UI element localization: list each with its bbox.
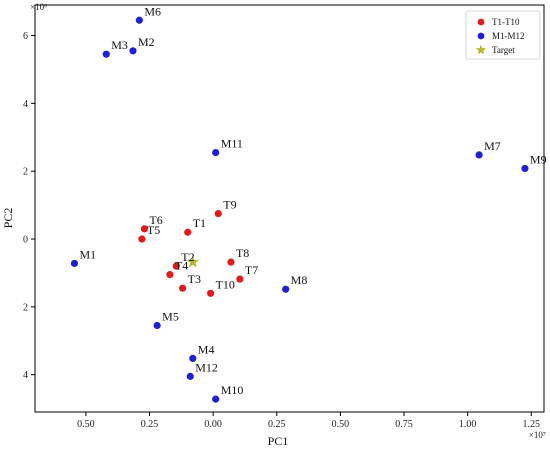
legend-marker	[477, 32, 485, 40]
data-point-m6	[135, 16, 143, 24]
data-point-t3	[179, 284, 187, 292]
data-point-m11	[212, 148, 220, 157]
x-tick-label: 1.25	[523, 419, 541, 430]
y-axis-title: PC2	[1, 208, 15, 229]
data-point-m7	[475, 151, 483, 159]
y-tick-label: 4	[23, 370, 28, 381]
data-points	[70, 16, 529, 403]
data-point-m12	[186, 372, 194, 380]
x-tick-label: 0.25	[268, 419, 286, 430]
axis-ticks: 0.50 0.25 0.00 0.25 0.50 0.75 1.00 1.25 4 2 0 2 4 6	[23, 31, 540, 430]
point-label-m7: M7	[484, 139, 501, 153]
legend-box	[465, 10, 541, 60]
data-point-m3	[102, 50, 110, 58]
x-tick-label: 0.00	[204, 419, 222, 430]
target-marker	[186, 255, 199, 268]
data-point-m9	[521, 164, 529, 173]
point-label-m6: M6	[144, 4, 161, 18]
data-point-t6	[140, 225, 149, 233]
point-label-t5: T5	[147, 223, 160, 237]
data-point-m1	[70, 259, 79, 268]
point-label-m10: M10	[221, 383, 244, 397]
y-tick-label: 2	[23, 167, 28, 178]
data-point-m2	[129, 47, 137, 55]
data-point-t1	[184, 228, 192, 236]
point-label-m5: M5	[162, 310, 179, 324]
point-label-m3: M3	[111, 38, 128, 52]
data-point-t10	[207, 289, 215, 297]
point-label-t6: T6	[149, 213, 162, 227]
point-label-t2: T2	[181, 250, 194, 264]
point-label-t10: T10	[216, 277, 235, 291]
x-axis-title: PC1	[268, 434, 289, 448]
x-tick-label: 0.25	[141, 419, 159, 430]
y-tick-label: 4	[23, 99, 28, 110]
point-label-m2: M2	[138, 35, 155, 49]
data-point-t8	[227, 258, 235, 266]
data-point-t9	[214, 209, 222, 218]
x-exponent-label: ×10⁷	[529, 430, 546, 440]
data-point-m4	[189, 354, 197, 363]
x-tick-label: 0.50	[77, 419, 95, 430]
y-tick-label: 6	[23, 31, 28, 42]
point-label-m12: M12	[195, 360, 218, 374]
point-label-t9: T9	[223, 198, 236, 212]
plot-area	[34, 4, 545, 413]
point-label-m4: M4	[198, 342, 215, 356]
y-tick-label: 2	[23, 302, 28, 313]
legend-marker	[477, 18, 485, 26]
point-label-t1: T1	[193, 216, 206, 230]
data-point-t7	[236, 275, 244, 283]
point-label-m11: M11	[221, 137, 243, 151]
legend-marker-target	[475, 44, 487, 55]
data-point-m5	[153, 321, 161, 330]
x-tick-label: 0.50	[332, 419, 350, 430]
legend: T1-T10 M1-M12 Target	[465, 10, 541, 60]
data-point-m8	[282, 285, 290, 293]
legend-label: Target	[492, 45, 515, 55]
legend-label: T1-T10	[492, 17, 520, 27]
y-tick-label: 0	[23, 235, 28, 246]
point-label-m9: M9	[530, 152, 547, 166]
data-point-m10	[212, 395, 220, 403]
legend-label: M1-M12	[492, 31, 525, 41]
point-label-m1: M1	[79, 247, 96, 261]
point-label-t8: T8	[236, 246, 249, 260]
point-label-t3: T3	[188, 272, 201, 286]
point-label-t7: T7	[245, 263, 258, 277]
y-exponent-label: ×10⁶	[30, 2, 47, 12]
point-label-t4: T4	[175, 259, 188, 273]
x-tick-label: 1.00	[459, 419, 477, 430]
data-point-t2	[172, 262, 180, 270]
x-tick-label: 0.75	[395, 419, 413, 430]
data-point-t4	[166, 271, 174, 279]
data-point-t5	[138, 235, 146, 243]
point-label-m8: M8	[291, 273, 308, 287]
